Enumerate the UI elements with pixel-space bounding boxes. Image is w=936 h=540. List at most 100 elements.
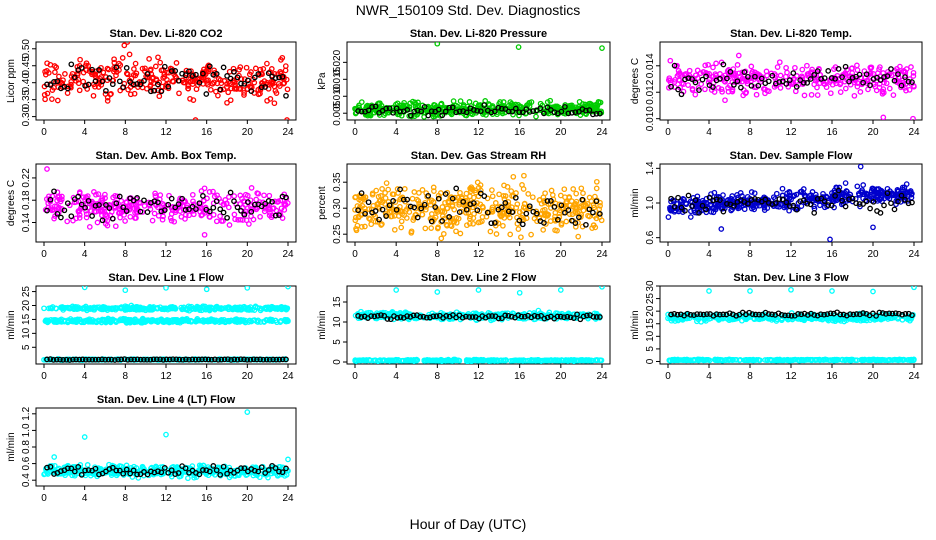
data-point xyxy=(105,305,111,312)
x-tick-label: 0 xyxy=(665,371,671,382)
data-point xyxy=(45,317,51,324)
data-point xyxy=(696,87,702,93)
data-point xyxy=(593,215,600,222)
data-point xyxy=(170,305,177,311)
data-point xyxy=(427,215,434,222)
data-point xyxy=(126,51,133,58)
data-point xyxy=(489,187,495,193)
data-point xyxy=(902,74,908,80)
data-point xyxy=(671,62,678,69)
data-point xyxy=(54,210,61,217)
data-point xyxy=(108,91,114,97)
data-point xyxy=(134,195,140,201)
data-point xyxy=(386,358,393,364)
data-point xyxy=(362,223,368,230)
data-point xyxy=(893,77,900,84)
data-point xyxy=(206,63,213,70)
data-point xyxy=(231,68,237,75)
data-point xyxy=(63,356,70,363)
data-point xyxy=(593,314,600,320)
data-point xyxy=(193,206,199,212)
x-tick-label: 16 xyxy=(514,249,526,260)
x-tick-label: 16 xyxy=(826,127,838,138)
data-point xyxy=(439,204,446,210)
data-point xyxy=(168,68,175,74)
data-point xyxy=(199,211,206,218)
data-point xyxy=(593,110,600,117)
data-point xyxy=(564,313,571,320)
data-point xyxy=(383,213,389,219)
y-tick-label: 0 xyxy=(645,358,656,364)
data-point xyxy=(474,200,480,206)
data-point xyxy=(171,318,178,325)
data-point xyxy=(479,218,485,225)
data-point xyxy=(762,86,768,93)
data-point xyxy=(165,201,172,208)
data-point xyxy=(141,77,147,84)
x-tick-label: 20 xyxy=(867,249,879,260)
data-point xyxy=(783,202,790,209)
points xyxy=(352,42,605,120)
data-point xyxy=(667,77,674,84)
data-point xyxy=(90,306,97,313)
data-point xyxy=(239,217,246,223)
x-tick-label: 20 xyxy=(555,127,567,138)
y-tick-label: 0.40 xyxy=(21,73,32,93)
data-point xyxy=(146,56,152,62)
data-point xyxy=(745,73,751,80)
data-point xyxy=(207,86,214,93)
data-point xyxy=(89,66,95,73)
data-point xyxy=(90,92,97,99)
data-point xyxy=(355,214,362,221)
data-point xyxy=(414,214,421,221)
data-point xyxy=(134,356,141,363)
data-point xyxy=(474,179,481,186)
data-point xyxy=(404,313,410,319)
data-point xyxy=(183,356,189,363)
data-point xyxy=(452,356,458,363)
data-point xyxy=(236,66,242,73)
data-point xyxy=(575,233,582,240)
points xyxy=(665,164,915,242)
data-point xyxy=(752,73,758,80)
data-point xyxy=(231,198,237,205)
data-point xyxy=(92,318,98,325)
data-point xyxy=(428,218,435,225)
data-point xyxy=(104,94,111,101)
data-point xyxy=(472,100,479,107)
data-point xyxy=(222,197,229,203)
data-point xyxy=(548,187,555,194)
data-point xyxy=(470,215,477,221)
data-point xyxy=(488,220,495,227)
data-point xyxy=(262,84,269,90)
data-point xyxy=(99,305,106,312)
data-point xyxy=(386,105,393,112)
data-point xyxy=(576,214,582,221)
data-point xyxy=(175,77,182,84)
data-point xyxy=(258,84,265,91)
data-point xyxy=(368,221,375,228)
data-point xyxy=(246,221,252,227)
data-point xyxy=(774,64,781,70)
data-point xyxy=(678,204,685,211)
data-point xyxy=(481,102,488,108)
data-point xyxy=(82,204,88,211)
data-point xyxy=(369,104,375,110)
data-point xyxy=(727,71,734,78)
data-point xyxy=(590,111,596,118)
data-point xyxy=(422,357,429,364)
data-point xyxy=(727,68,734,75)
data-point xyxy=(492,200,499,206)
data-point xyxy=(403,206,410,212)
data-point xyxy=(870,224,876,231)
data-point xyxy=(361,196,368,203)
data-point xyxy=(793,83,800,90)
data-point xyxy=(675,194,681,201)
data-point xyxy=(283,356,289,363)
data-point xyxy=(54,78,61,85)
data-point xyxy=(276,74,282,81)
data-point xyxy=(173,60,180,66)
data-point xyxy=(439,112,446,119)
